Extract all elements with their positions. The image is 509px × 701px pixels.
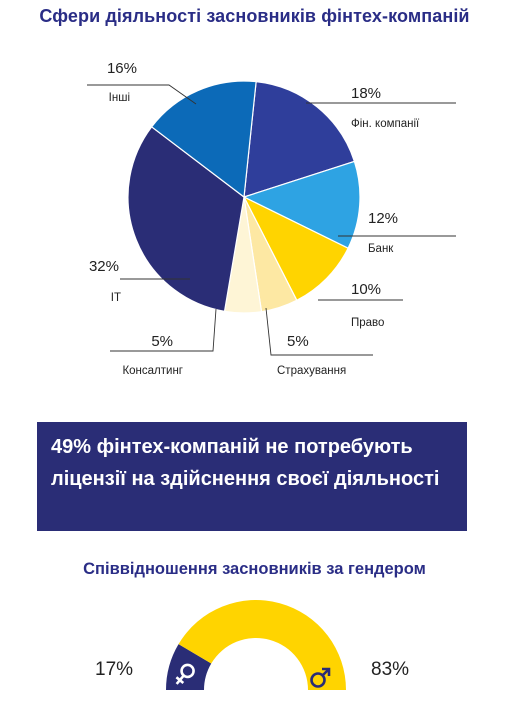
pie-chart-title: Сфери діяльності засновників фінтех-комп… [39,6,470,26]
license-banner: 49% фінтех-компаній не потребують ліценз… [37,422,467,531]
pie-chart: 18% Фін. компанії 12% Банк 10% Право 5% Страхув… [87,60,456,377]
pie-slice-it [127,125,245,313]
leader-line-інші [87,84,197,105]
slice-value-label-інші: 16% [107,60,137,77]
slice-category-label-страхування: Страхування [277,365,346,377]
pie-slice-банк [242,160,361,250]
male-percent-label: 83% [371,659,410,680]
gauge-segment-male [178,600,346,690]
slice-value-label-консалтинг: 5% [151,333,173,350]
slice-category-label-право: Право [351,317,384,329]
gender-chart-title: Співвідношення засновників за гендером [83,560,426,578]
slice-value-label-право: 10% [351,281,381,298]
gender-gauge-chart [166,600,346,690]
pie-slice-інші [150,80,257,199]
slice-category-label-it: IT [111,292,121,304]
leader-line-страхування [265,307,373,356]
slice-category-label-консалтинг: Консалтинг [122,365,183,377]
slice-value-label-банк: 12% [368,210,398,227]
slice-category-label-банк: Банк [368,243,394,255]
slice-value-label-страхування: 5% [287,333,309,350]
slice-value-label-it: 32% [89,258,119,275]
leader-line-консалтинг [110,308,217,352]
male-symbol-icon [310,667,331,688]
female-symbol-icon [175,663,195,685]
female-percent-label: 17% [95,659,134,680]
banner-text: фінтех-компаній не потребують ліцензії н… [51,436,440,490]
slice-category-label-фін-компанії: Фін. компанії [351,118,420,130]
pie-slice-фін-компанії [243,80,356,198]
slice-category-label-інші: Інші [109,92,130,104]
slice-value-label-фін-компанії: 18% [351,85,381,102]
banner-highlight: 49% [51,436,92,458]
pie-slice-право [242,195,349,302]
